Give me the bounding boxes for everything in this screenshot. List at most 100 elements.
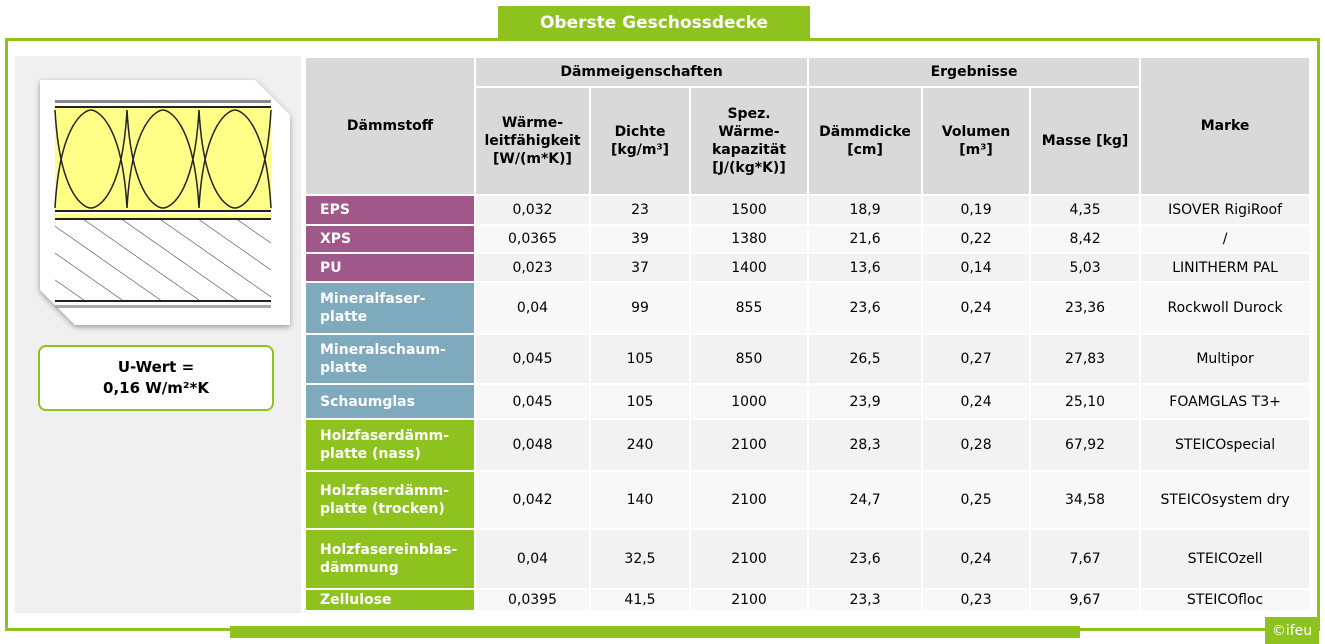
diagram (40, 80, 290, 325)
table-cell: ISOVER RigiRoof (1140, 195, 1311, 225)
table-cell: 0,22 (922, 225, 1031, 253)
table-cell: STEICOspecial (1140, 419, 1311, 471)
table-cell: 23,3 (808, 589, 923, 611)
table-cell: 41,5 (590, 589, 690, 611)
table-cell: 23 (590, 195, 690, 225)
row-label: Mineralfaser- platte (305, 282, 475, 334)
header-cell: Dämmdicke [cm] (808, 87, 923, 195)
table-row: EPS 0,032 23 1500 18,9 0,19 4,35 ISOVER RigiRoo… (305, 195, 1311, 225)
table-cell: Rockwoll Durock (1140, 282, 1311, 334)
table-cell: 1380 (690, 225, 809, 253)
header-cell: Volumen [m³] (922, 87, 1031, 195)
table-cell: 0,042 (475, 471, 590, 529)
table-cell: 23,6 (808, 282, 923, 334)
table-cell: 99 (590, 282, 690, 334)
table-cell: 850 (690, 334, 809, 384)
table: Dämmstoff Dämmeigenschaften Ergebnisse Mark… (305, 57, 1311, 611)
table-cell: 0,048 (475, 419, 590, 471)
table-cell: 0,24 (922, 529, 1031, 589)
table-row: Zellulose 0,0395 41,5 2100 23,3 0,23 9,67 STEIC… (305, 589, 1311, 611)
table-cell: STEICOzell (1140, 529, 1311, 589)
table-cell: 0,032 (475, 195, 590, 225)
row-label: Zellulose (305, 589, 475, 611)
table-cell: 26,5 (808, 334, 923, 384)
header-group: Dämmeigenschaften (475, 57, 809, 87)
table-cell: 0,0365 (475, 225, 590, 253)
u-value-box: U-Wert = 0,16 W/m²*K (38, 345, 274, 411)
table-cell: 2100 (690, 419, 809, 471)
header-row: Dämmstoff Dämmeigenschaften Ergebnisse Mark… (305, 57, 1311, 195)
table-cell: 9,67 (1030, 589, 1141, 611)
table-cell: 24,7 (808, 471, 923, 529)
row-label: Holzfasereinblas- dämmung (305, 529, 475, 589)
table-row: Mineralschaum- platte 0,045 105 850 26,5 0,27… (305, 334, 1311, 384)
row-label: Mineralschaum- platte (305, 334, 475, 384)
table-cell: 27,83 (1030, 334, 1141, 384)
table-row: Mineralfaser- platte 0,04 99 855 23,6 0,24 23,… (305, 282, 1311, 334)
table-cell: 0,023 (475, 253, 590, 282)
table-cell: FOAMGLAS T3+ (1140, 384, 1311, 419)
table-row: Schaumglas 0,045 105 1000 23,9 0,24 25,10 FOAMG… (305, 384, 1311, 419)
table-cell: 28,3 (808, 419, 923, 471)
table-cell: 7,67 (1030, 529, 1141, 589)
table-cell: 2100 (690, 529, 809, 589)
table-row: XPS 0,0365 39 1380 21,6 0,22 8,42/ (305, 225, 1311, 253)
table-row: Holzfasereinblas- dämmung 0,04 32,5 2100 23,… (305, 529, 1311, 589)
table-cell: 2100 (690, 471, 809, 529)
table-cell: 34,58 (1030, 471, 1141, 529)
u-value: 0,16 W/m²*K (103, 379, 209, 397)
table-cell: 105 (590, 334, 690, 384)
header-cell: Dämmstoff (305, 57, 475, 195)
table-cell: 23,9 (808, 384, 923, 419)
row-label: EPS (305, 195, 475, 225)
header-row: Wärme- leitfähigkeit [W/(m*K)] Dichte [kg… (305, 87, 1310, 195)
u-value-label: U-Wert = (117, 358, 195, 376)
table-cell: 0,14 (922, 253, 1031, 282)
table-cell: 25,10 (1030, 384, 1141, 419)
row-label: Holzfaserdämm- platte (nass) (305, 419, 475, 471)
table-cell: 855 (690, 282, 809, 334)
table-cell: 8,42 (1030, 225, 1141, 253)
table-cell: 240 (590, 419, 690, 471)
table-cell: 13,6 (808, 253, 923, 282)
row-label: PU (305, 253, 475, 282)
table-cell: 23,6 (808, 529, 923, 589)
table-cell: LINITHERM PAL (1140, 253, 1311, 282)
header-cell: Marke (1140, 57, 1311, 195)
header-cell: Spez. Wärme- kapazität [J/(kg*K)] (690, 87, 809, 195)
table-row: Holzfaserdämm- platte (nass) 0,048 240 2100… (305, 419, 1311, 471)
title: Oberste Geschossdecke (498, 6, 810, 40)
table-cell: 0,27 (922, 334, 1031, 384)
table-cell: 39 (590, 225, 690, 253)
table-cell: 0,0395 (475, 589, 590, 611)
row-label: Schaumglas (305, 384, 475, 419)
table-cell: 105 (590, 384, 690, 419)
table-row: Holzfaserdämm- platte (trocken) 0,042 140 2… (305, 471, 1311, 529)
table-cell: STEICOsystem dry (1140, 471, 1311, 529)
table-cell: 32,5 (590, 529, 690, 589)
header-group: Ergebnisse (808, 57, 1141, 87)
table-cell: 0,04 (475, 282, 590, 334)
table-cell: 1000 (690, 384, 809, 419)
bottom-bar (230, 626, 1080, 638)
table-cell: Multipor (1140, 334, 1311, 384)
copyright: ©ifeu (1265, 617, 1319, 644)
table-cell: 21,6 (808, 225, 923, 253)
table-cell: 0,045 (475, 334, 590, 384)
table-cell: 0,24 (922, 282, 1031, 334)
header-cell: Wärme- leitfähigkeit [W/(m*K)] (475, 87, 590, 195)
table-cell: 0,24 (922, 384, 1031, 419)
header-cell: Dichte [kg/m³] (590, 87, 690, 195)
table-cell: 1400 (690, 253, 809, 282)
table-cell: 5,03 (1030, 253, 1141, 282)
table-cell: 0,045 (475, 384, 590, 419)
table-cell: 140 (590, 471, 690, 529)
table-cell: 37 (590, 253, 690, 282)
table-cell: 23,36 (1030, 282, 1141, 334)
table-cell: 0,19 (922, 195, 1031, 225)
table-cell: 1500 (690, 195, 809, 225)
table-cell: STEICOfloc (1140, 589, 1311, 611)
table-row: PU 0,023 37 1400 13,6 0,14 5,03 LINITHERM PAL (305, 253, 1311, 282)
table-cell: 0,28 (922, 419, 1031, 471)
